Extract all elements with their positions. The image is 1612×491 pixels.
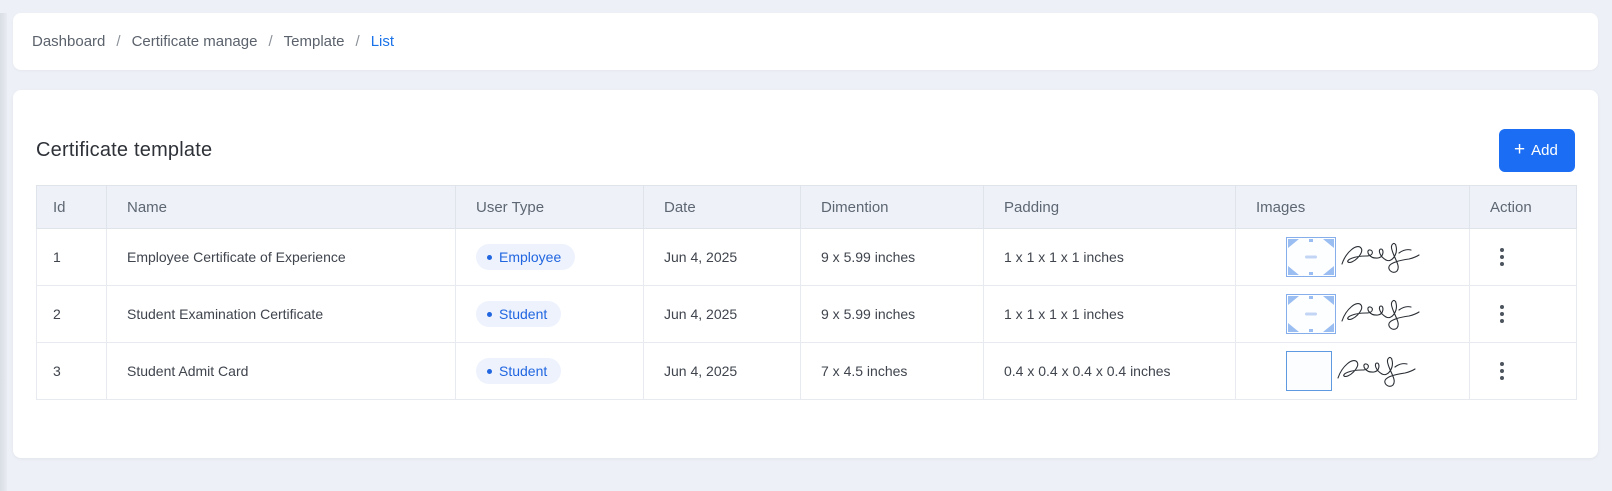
blank-template-thumbnail [1286,351,1332,391]
certificate-template-table: Id Name User Type Date Dimention Padding… [36,185,1577,400]
certificate-template-thumbnail [1286,237,1336,277]
page-title: Certificate template [36,139,213,161]
images-cell [1235,228,1470,286]
plus-icon: + [1514,139,1526,160]
breadcrumb-dashboard[interactable]: Dashboard [32,33,106,50]
id-cell: 3 [36,342,107,400]
column-header-user-type: User Type [455,185,644,229]
name-cell: Employee Certificate of Experience [106,228,456,286]
action-cell [1469,342,1577,400]
user-type-badge: Student [476,301,562,327]
breadcrumb: Dashboard / Certificate manage / Templat… [13,13,1598,70]
signature-image [1341,242,1420,273]
badge-dot-icon [487,311,492,317]
action-cell [1469,285,1577,343]
column-header-padding: Padding [983,185,1236,229]
dimention-cell: 7 x 4.5 inches [800,342,984,400]
user-type-cell: Student [455,285,644,343]
signature-image [1341,299,1420,330]
column-header-dimention: Dimention [800,185,984,229]
table-row: 3 Student Admit Card Student Jun 4, 2025… [36,342,1577,400]
user-type-cell: Employee [455,228,644,286]
table-row: 2 Student Examination Certificate Studen… [36,285,1577,343]
padding-cell: 0.4 x 0.4 x 0.4 x 0.4 inches [983,342,1236,400]
date-cell: Jun 4, 2025 [643,342,801,400]
breadcrumb-template[interactable]: Template [283,33,345,50]
user-type-badge: Employee [476,244,576,270]
breadcrumb-separator: / [116,33,121,50]
certificate-template-thumbnail [1286,294,1336,334]
certificate-template-card: Certificate template + Add Id Name User … [13,90,1598,458]
padding-cell: 1 x 1 x 1 x 1 inches [983,228,1236,286]
kebab-menu-icon[interactable] [1494,356,1510,386]
id-cell: 1 [36,228,107,286]
id-cell: 2 [36,285,107,343]
column-header-action: Action [1469,185,1577,229]
padding-cell: 1 x 1 x 1 x 1 inches [983,285,1236,343]
user-type-badge: Student [476,358,562,384]
table-header-row: Id Name User Type Date Dimention Padding… [36,185,1577,229]
date-cell: Jun 4, 2025 [643,228,801,286]
images-cell [1235,342,1470,400]
table-row: 1 Employee Certificate of Experience Emp… [36,228,1577,286]
sidebar-edge [0,13,7,491]
signature-image [1337,356,1416,387]
column-header-id: Id [36,185,107,229]
action-cell [1469,228,1577,286]
breadcrumb-list[interactable]: List [370,33,395,50]
add-button-label: Add [1531,142,1558,159]
images-cell [1235,285,1470,343]
column-header-images: Images [1235,185,1470,229]
dimention-cell: 9 x 5.99 inches [800,285,984,343]
badge-dot-icon [487,254,492,260]
user-type-cell: Student [455,342,644,400]
add-button[interactable]: + Add [1499,129,1575,172]
column-header-date: Date [643,185,801,229]
breadcrumb-certificate-manage[interactable]: Certificate manage [131,33,258,50]
name-cell: Student Admit Card [106,342,456,400]
column-header-name: Name [106,185,456,229]
breadcrumb-separator: / [355,33,360,50]
badge-dot-icon [487,368,492,374]
dimention-cell: 9 x 5.99 inches [800,228,984,286]
kebab-menu-icon[interactable] [1494,299,1510,329]
kebab-menu-icon[interactable] [1494,242,1510,272]
breadcrumb-separator: / [268,33,273,50]
date-cell: Jun 4, 2025 [643,285,801,343]
name-cell: Student Examination Certificate [106,285,456,343]
